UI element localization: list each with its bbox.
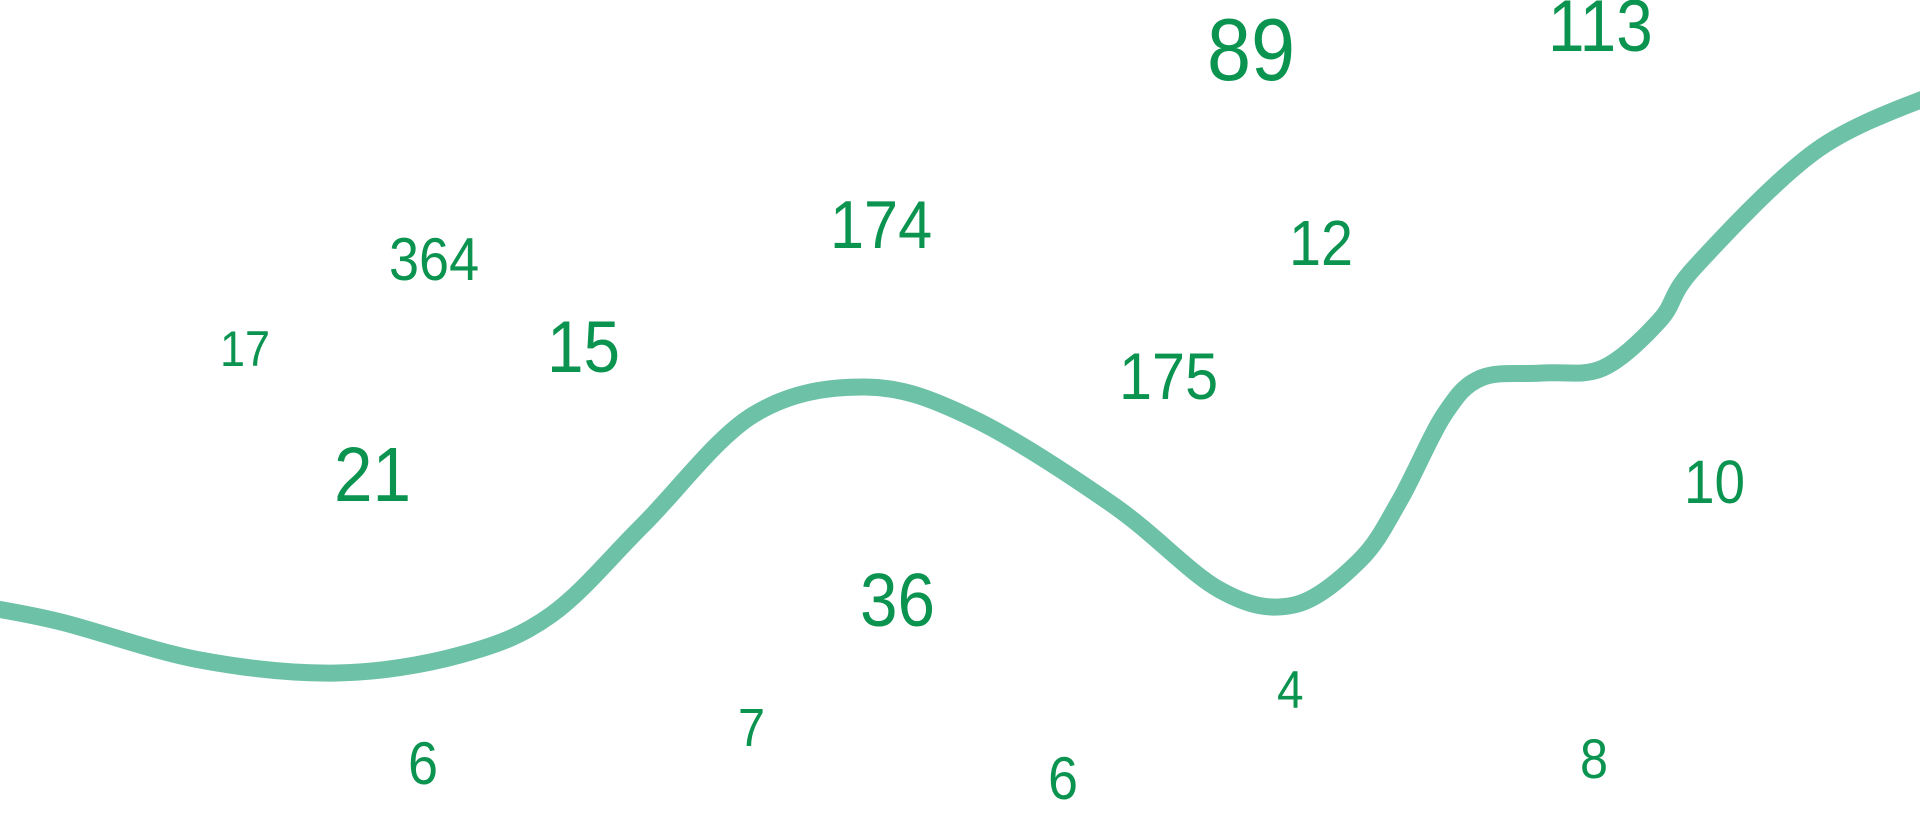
number-label: 7 (738, 698, 766, 758)
number-label: 6 (408, 730, 439, 797)
number-label: 36 (860, 558, 936, 642)
number-label: 15 (547, 307, 621, 388)
number-label: 113 (1548, 0, 1653, 67)
number-label: 21 (334, 432, 412, 518)
number-label: 6 (1048, 745, 1079, 812)
number-label: 4 (1277, 661, 1304, 720)
curve-line (0, 91, 1920, 682)
number-label: 174 (830, 187, 933, 263)
number-label: 12 (1289, 207, 1354, 279)
number-label: 17 (220, 321, 271, 377)
number-label: 175 (1119, 339, 1219, 413)
number-label: 8 (1580, 727, 1609, 790)
number-label: 10 (1684, 448, 1746, 516)
number-label: 89 (1207, 0, 1296, 99)
number-label: 364 (389, 226, 480, 293)
